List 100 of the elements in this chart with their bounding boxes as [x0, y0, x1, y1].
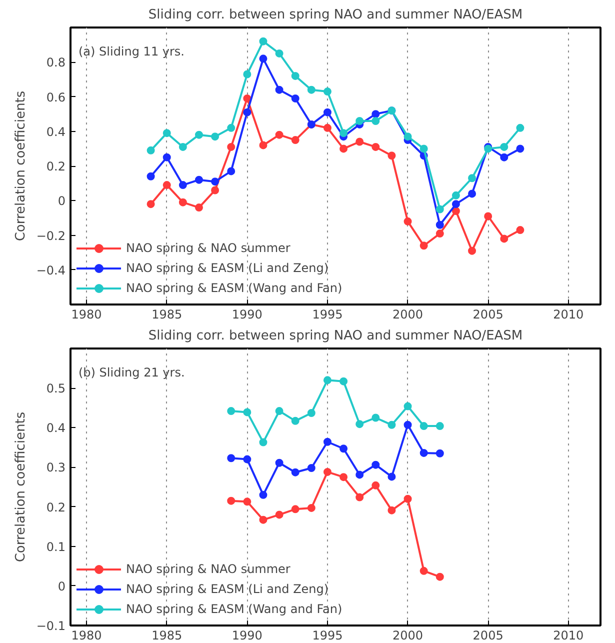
y-tick-label: 0.8: [46, 56, 66, 70]
y-tick-label: 0.3: [46, 460, 66, 475]
point: [178, 181, 187, 190]
x-tick-label: 2010: [553, 628, 584, 642]
point: [194, 176, 203, 184]
point: [420, 242, 428, 250]
point: [291, 416, 300, 425]
point: [227, 124, 236, 132]
point: [307, 86, 316, 94]
point: [259, 54, 268, 63]
point: [211, 178, 220, 186]
y-tick-label: 0: [58, 194, 66, 208]
point: [323, 108, 332, 116]
point: [356, 470, 364, 479]
point: [452, 191, 460, 200]
x-tick-label: 1995: [312, 628, 343, 642]
point: [307, 464, 316, 472]
point: [388, 472, 396, 481]
point: [436, 230, 444, 238]
x-tick-label: 1980: [71, 308, 102, 322]
point: [516, 144, 524, 153]
point: [436, 449, 444, 458]
point: [404, 420, 412, 429]
point: [372, 110, 380, 118]
point: [516, 226, 524, 234]
point: [420, 566, 428, 575]
point: [323, 124, 332, 132]
point: [500, 153, 508, 162]
point: [243, 70, 252, 78]
point: [243, 94, 252, 102]
annotation: (b) Sliding 21 yrs.: [78, 366, 185, 380]
point: [291, 136, 300, 144]
point: [372, 414, 380, 422]
point: [275, 458, 284, 467]
point: [227, 167, 236, 176]
point: [275, 407, 284, 416]
point: [146, 146, 155, 154]
point: [275, 130, 284, 139]
point: [468, 190, 476, 198]
point: [178, 142, 187, 151]
point: [291, 94, 300, 102]
legend-label: NAO spring & EASM (Wang and Fan): [126, 602, 342, 616]
y-tick-label: 0.2: [46, 160, 66, 174]
point: [500, 234, 508, 243]
point: [227, 454, 236, 462]
chart-title: Sliding corr. between spring NAO and summer NAO/EASM: [148, 8, 523, 22]
point: [323, 438, 332, 446]
point: [259, 438, 268, 446]
point: [162, 153, 171, 162]
point: [259, 37, 268, 46]
point: [259, 516, 268, 524]
x-tick-label: 1980: [71, 628, 102, 642]
point: [340, 473, 348, 482]
point: [356, 116, 364, 125]
point: [323, 468, 332, 476]
y-tick-label: 0.6: [46, 90, 66, 104]
y-tick-label: −0.1: [36, 619, 66, 633]
point: [388, 506, 396, 514]
point: [307, 409, 316, 417]
point: [388, 152, 396, 160]
point: [146, 200, 155, 208]
point: [468, 246, 476, 255]
point: [372, 460, 380, 469]
point: [356, 420, 364, 428]
point: [259, 490, 268, 499]
point: [227, 496, 236, 505]
point: [243, 498, 252, 506]
annotation: (a) Sliding 11 yrs.: [78, 44, 184, 58]
point: [372, 142, 380, 151]
chart-title: Sliding corr. between spring NAO and summer NAO/EASM: [148, 328, 523, 344]
legend-label: NAO spring & EASM (Li and Zeng): [126, 582, 329, 596]
legend-label: NAO spring & EASM (Wang and Fan): [126, 281, 342, 295]
point: [323, 88, 332, 96]
point: [243, 408, 252, 416]
point: [420, 448, 428, 457]
x-tick-label: 2010: [553, 308, 584, 322]
point: [468, 174, 476, 182]
point: [340, 444, 348, 453]
y-tick-label: 0: [58, 579, 66, 594]
legend-label: NAO spring & EASM (Li and Zeng): [126, 261, 329, 275]
point: [178, 198, 187, 206]
point: [275, 86, 284, 94]
point: [194, 204, 203, 212]
y-tick-label: 0.2: [46, 500, 66, 514]
x-tick-label: 2005: [472, 308, 504, 322]
point: [291, 468, 300, 476]
y-axis-title: Correlation coefficients: [13, 90, 28, 242]
x-tick-label: 1990: [232, 308, 262, 322]
point: [436, 572, 444, 581]
x-tick-label: 1985: [152, 308, 182, 322]
point: [372, 481, 380, 490]
point: [420, 422, 428, 430]
point: [404, 132, 412, 141]
point: [340, 129, 348, 138]
point: [291, 72, 300, 80]
point: [436, 205, 444, 214]
point: [500, 142, 508, 151]
point: [388, 420, 396, 429]
point: [307, 504, 316, 512]
legend-label: NAO spring & NAO summer: [126, 241, 290, 255]
